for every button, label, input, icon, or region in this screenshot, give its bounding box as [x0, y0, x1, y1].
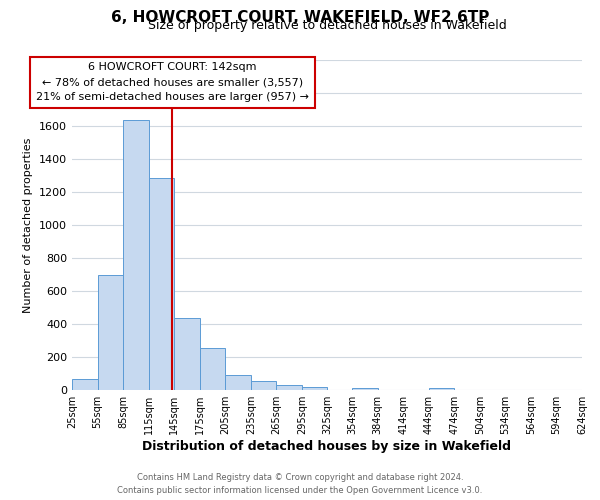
Bar [277, 385, 302, 390]
Bar [149, 178, 174, 390]
Text: Contains HM Land Registry data © Crown copyright and database right 2024.
Contai: Contains HM Land Registry data © Crown c… [118, 474, 482, 495]
Bar [251, 382, 277, 390]
Bar [200, 348, 225, 390]
Bar [72, 380, 98, 390]
Text: 6 HOWCROFT COURT: 142sqm
← 78% of detached houses are smaller (3,557)
21% of sem: 6 HOWCROFT COURT: 142sqm ← 78% of detach… [36, 62, 309, 102]
Bar [174, 318, 200, 390]
Bar [98, 276, 123, 390]
Bar [429, 388, 454, 390]
Title: Size of property relative to detached houses in Wakefield: Size of property relative to detached ho… [148, 20, 506, 32]
Bar [302, 386, 328, 390]
Bar [123, 120, 149, 390]
Bar [352, 388, 377, 390]
X-axis label: Distribution of detached houses by size in Wakefield: Distribution of detached houses by size … [143, 440, 511, 453]
Bar [225, 375, 251, 390]
Y-axis label: Number of detached properties: Number of detached properties [23, 138, 34, 312]
Text: 6, HOWCROFT COURT, WAKEFIELD, WF2 6TP: 6, HOWCROFT COURT, WAKEFIELD, WF2 6TP [111, 10, 489, 25]
